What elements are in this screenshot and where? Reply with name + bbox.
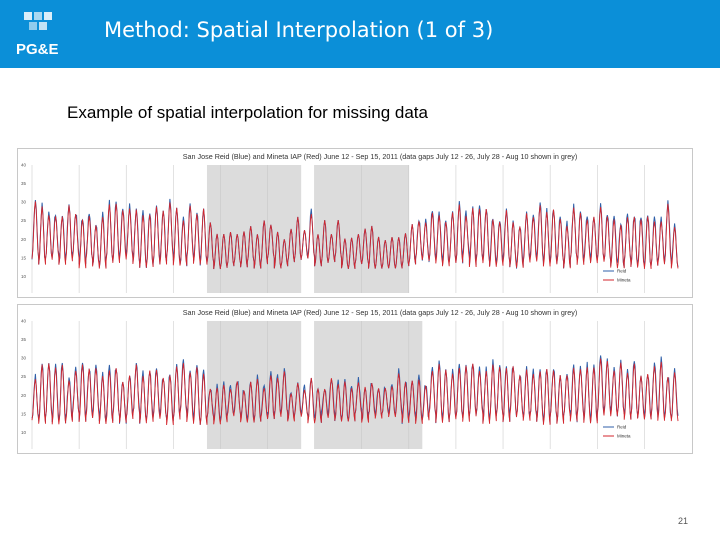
y-tick-label: 35: [21, 181, 27, 186]
y-tick-label: 15: [21, 255, 27, 260]
logo-icon: PG&E: [16, 12, 59, 58]
chart-1-svg: San Jose Reid (Blue) and Mineta IAP (Red…: [21, 152, 679, 293]
y-tick-label: 10: [21, 430, 27, 435]
data-gap-band: [206, 165, 302, 293]
slide-title: Method: Spatial Interpolation (1 of 3): [104, 18, 494, 42]
y-tick-label: 20: [21, 393, 27, 398]
chart-2: San Jose Reid (Blue) and Mineta IAP (Red…: [17, 304, 693, 454]
y-tick-label: 15: [21, 411, 27, 416]
y-tick-label: 10: [21, 274, 27, 279]
legend-label: Reid: [617, 269, 627, 274]
page-number: 21: [677, 516, 688, 526]
logo-text: PG&E: [16, 41, 59, 58]
slide-header: PG&E Method: Spatial Interpolation (1 of…: [0, 0, 720, 68]
pge-logo: PG&E: [4, 4, 64, 64]
y-tick-label: 30: [21, 200, 27, 205]
y-tick-label: 40: [21, 163, 27, 168]
chart-title: San Jose Reid (Blue) and Mineta IAP (Red…: [183, 308, 577, 317]
slide-subtitle: Example of spatial interpolation for mis…: [67, 103, 428, 122]
series-line-mineta: [31, 358, 679, 426]
data-gap-band: [206, 321, 302, 449]
series-line-mineta: [31, 201, 679, 270]
legend-label: Reid: [617, 425, 627, 430]
legend-label: Mineta: [617, 434, 631, 439]
y-tick-label: 25: [21, 218, 27, 223]
y-tick-label: 30: [21, 356, 27, 361]
chart-1: San Jose Reid (Blue) and Mineta IAP (Red…: [17, 148, 693, 298]
chart-title: San Jose Reid (Blue) and Mineta IAP (Red…: [183, 152, 577, 161]
chart-2-svg: San Jose Reid (Blue) and Mineta IAP (Red…: [21, 308, 679, 449]
y-tick-label: 25: [21, 374, 27, 379]
y-tick-label: 40: [21, 319, 27, 324]
y-tick-label: 35: [21, 337, 27, 342]
legend-label: Mineta: [617, 278, 631, 283]
y-tick-label: 20: [21, 237, 27, 242]
